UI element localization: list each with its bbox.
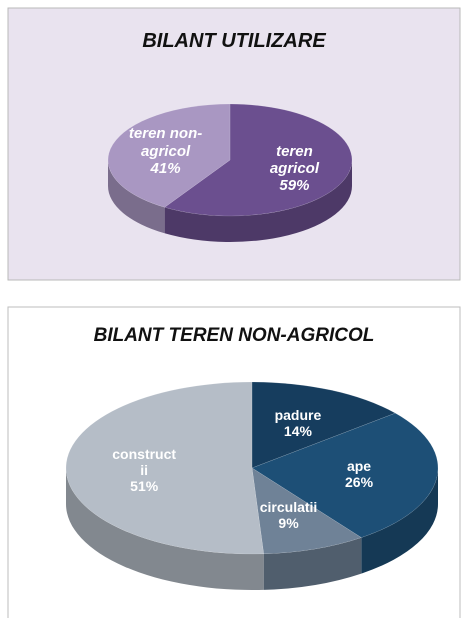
slice-value: 41% <box>150 160 181 178</box>
slice-label: teren agricol 59% <box>252 143 336 195</box>
slice-category: circulatii <box>259 498 318 515</box>
slice <box>164 103 353 217</box>
slice-value: 14% <box>283 422 312 439</box>
slice-side <box>108 160 165 234</box>
slice-value: 51% <box>130 477 159 494</box>
slice-value: 26% <box>345 474 374 491</box>
slice-value: 9% <box>278 514 299 531</box>
slice-side <box>164 160 352 242</box>
slice-label: padure 14% <box>265 407 331 439</box>
slice <box>251 412 439 538</box>
slice-side <box>66 468 264 591</box>
chart-title: BILANT UTILIZARE <box>142 30 326 52</box>
slice-category: constructii <box>112 445 177 478</box>
slice-category: padure <box>274 406 322 423</box>
slice-side <box>263 537 362 590</box>
slice-label: teren non-agricol 41% <box>124 126 208 178</box>
slice-side <box>361 468 438 574</box>
slice-category: teren non-agricol <box>128 125 203 160</box>
chart-title: BILANT TEREN NON-AGRICOL <box>93 325 375 346</box>
slice-category: teren agricol <box>269 142 320 177</box>
slice-label: circulatii 9% <box>256 499 322 531</box>
slice <box>65 381 264 555</box>
slice-category: ape <box>346 458 372 475</box>
slice <box>107 103 231 208</box>
slice-label: constructii 51% <box>111 445 177 493</box>
slice-value: 59% <box>279 177 310 195</box>
slice-label: ape 26% <box>326 458 392 490</box>
slice <box>251 381 396 469</box>
slice <box>251 467 362 555</box>
